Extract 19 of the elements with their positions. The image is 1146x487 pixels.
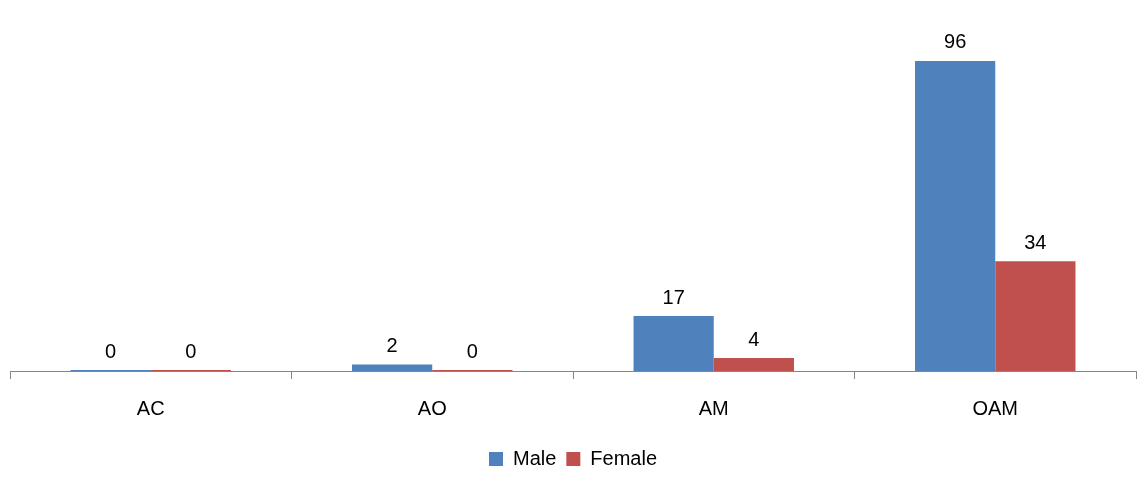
data-label: 4 [748, 327, 760, 350]
bar [633, 316, 714, 371]
data-label: 34 [1024, 230, 1047, 253]
x-tick-label: OAM [972, 396, 1019, 419]
data-label: 17 [662, 285, 685, 308]
legend-label: Female [590, 446, 658, 469]
legend-label: Male [512, 446, 557, 469]
x-tick-label: AM [698, 396, 729, 419]
bar [995, 261, 1076, 371]
data-label: 96 [944, 30, 967, 53]
data-label: 0 [105, 339, 117, 362]
bar [915, 60, 996, 371]
bar [352, 364, 433, 371]
x-tick-label: AC [136, 396, 165, 419]
bar [713, 358, 794, 371]
data-label: 0 [466, 339, 478, 362]
x-tick-label: AO [417, 396, 447, 419]
data-label: 2 [386, 334, 398, 357]
data-label: 0 [185, 339, 197, 362]
